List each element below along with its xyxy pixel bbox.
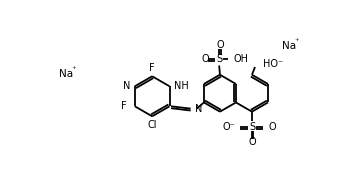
Text: ⁺: ⁺ (71, 65, 76, 74)
Text: Na: Na (282, 41, 296, 51)
Text: HO⁻: HO⁻ (263, 59, 284, 69)
Text: ⁺: ⁺ (295, 37, 299, 46)
Text: N: N (195, 104, 202, 114)
Text: F: F (149, 63, 155, 73)
Text: O: O (269, 122, 277, 132)
Text: NH: NH (174, 81, 189, 91)
Text: O⁻: O⁻ (222, 122, 235, 132)
Text: O: O (216, 40, 224, 50)
Text: N: N (123, 81, 130, 91)
Text: OH: OH (234, 54, 249, 64)
Text: S: S (216, 54, 222, 64)
Text: Cl: Cl (148, 120, 157, 130)
Text: O: O (201, 54, 209, 64)
Text: S: S (249, 122, 255, 132)
Text: Na: Na (59, 69, 73, 79)
Text: F: F (121, 101, 126, 111)
Text: O: O (249, 138, 256, 147)
